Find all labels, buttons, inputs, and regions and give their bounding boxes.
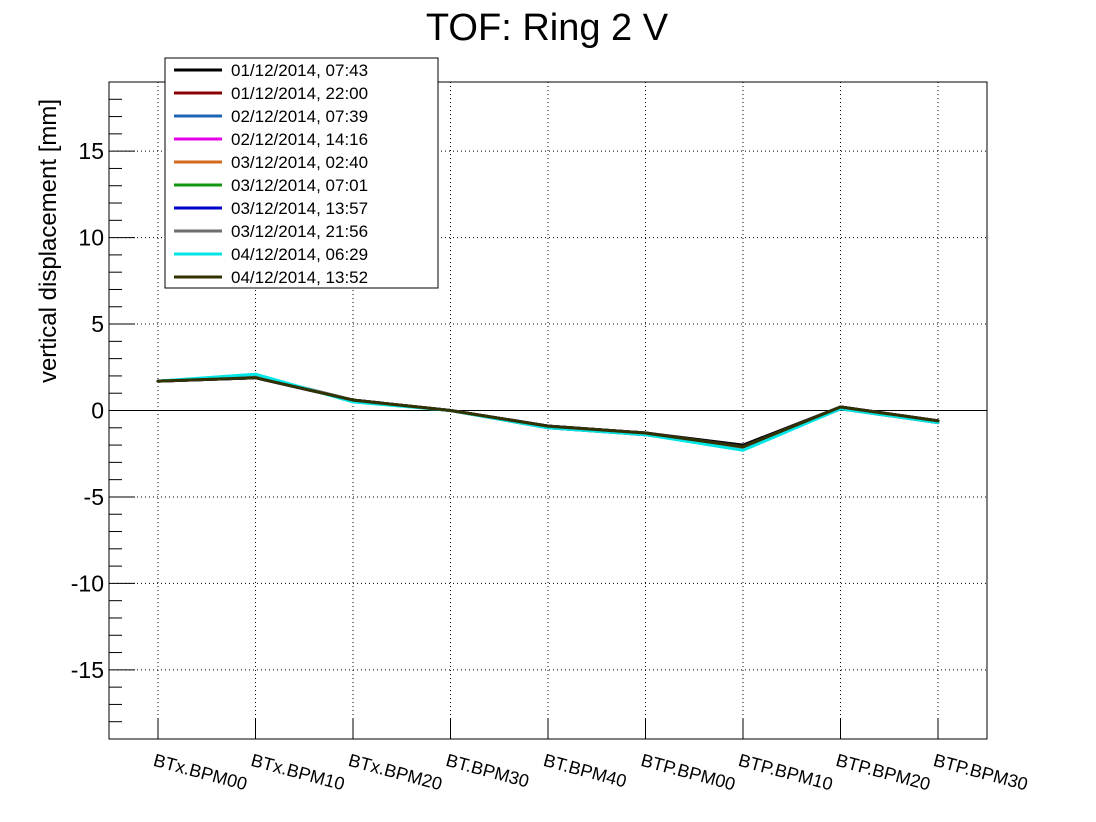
y-tick-label: -15	[71, 657, 104, 683]
legend-entry-label: 03/12/2014, 02:40	[231, 153, 368, 172]
legend-entry-label: 04/12/2014, 13:52	[231, 268, 368, 287]
series-layer	[156, 372, 940, 452]
y-tick-label: 10	[78, 225, 104, 251]
series-line	[156, 376, 940, 449]
legend-entry-label: 04/12/2014, 06:29	[231, 245, 368, 264]
y-tick-label: 0	[91, 398, 104, 424]
chart-title: TOF: Ring 2 V	[426, 7, 669, 49]
legend-entry-label: 03/12/2014, 21:56	[231, 222, 368, 241]
legend-entry-label: 03/12/2014, 13:57	[231, 199, 368, 218]
legend: 01/12/2014, 07:43 01/12/2014, 22:00 02/12/…	[164, 57, 439, 289]
y-axis-label: vertical displacement [mm]	[35, 99, 62, 383]
legend-entry-label: 03/12/2014, 07:01	[231, 176, 368, 195]
legend-box	[164, 57, 439, 289]
y-tick-label: -10	[71, 570, 104, 596]
legend-entry-label: 02/12/2014, 14:16	[231, 130, 368, 149]
y-tick-label: 5	[91, 311, 104, 337]
series-line	[156, 372, 940, 452]
y-tick-label: 15	[78, 138, 104, 164]
legend-entry-label: 01/12/2014, 22:00	[231, 84, 368, 103]
y-tick-label: -5	[84, 484, 104, 510]
legend-entry-label: 01/12/2014, 07:43	[231, 61, 368, 80]
legend-entry-label: 02/12/2014, 07:39	[231, 107, 368, 126]
